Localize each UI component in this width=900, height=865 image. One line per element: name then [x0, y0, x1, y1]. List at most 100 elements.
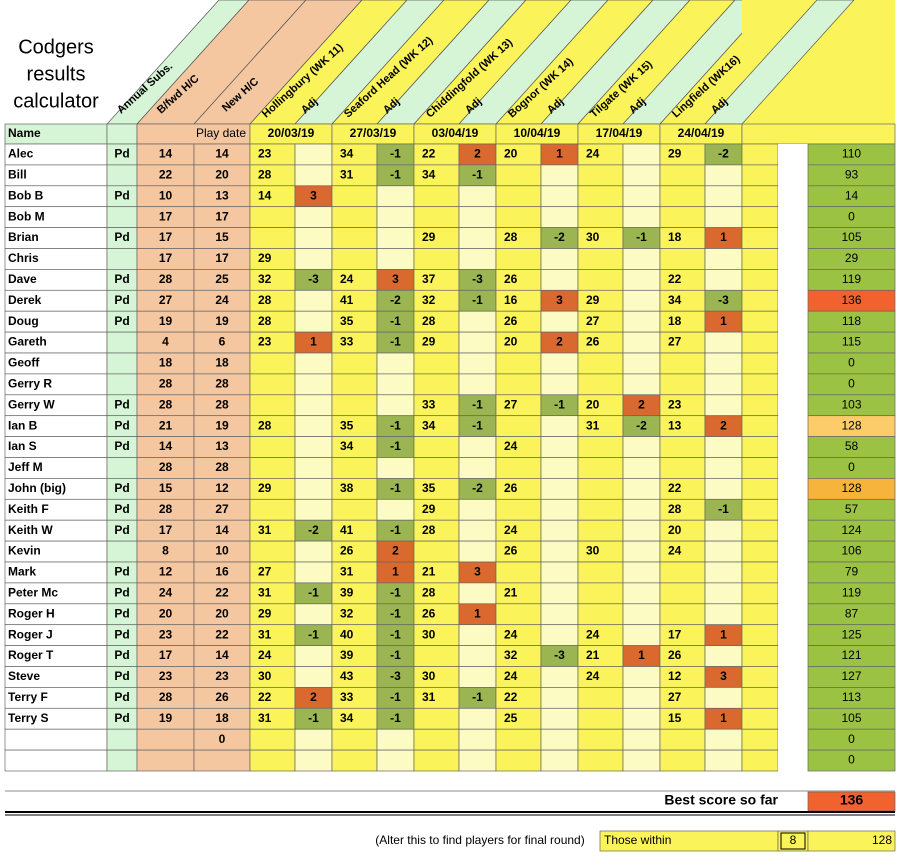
row-score-cell[interactable]	[249, 519, 296, 542]
row-adj-cell[interactable]	[540, 436, 579, 458]
row-score-cell[interactable]	[659, 436, 706, 458]
row-score-cell[interactable]	[577, 519, 624, 542]
row-score-cell[interactable]	[249, 143, 296, 166]
row-filler-cell[interactable]	[741, 331, 779, 354]
row-score-cell[interactable]	[495, 749, 542, 772]
row-pd-cell[interactable]	[106, 749, 138, 772]
row-adj-cell[interactable]	[458, 707, 497, 730]
row-adj-cell[interactable]	[622, 603, 661, 626]
row-score-cell[interactable]	[331, 248, 378, 270]
row-adj-cell[interactable]	[622, 457, 661, 479]
row-bfwd-cell[interactable]	[136, 749, 195, 772]
row-score-cell[interactable]	[331, 457, 378, 479]
row-adj-cell[interactable]	[704, 561, 743, 584]
row-score-cell[interactable]	[659, 185, 706, 208]
row-adj-cell[interactable]	[458, 331, 497, 354]
row-adj-cell[interactable]	[704, 206, 743, 228]
row-score-cell[interactable]	[495, 143, 542, 166]
row-score-cell[interactable]	[659, 582, 706, 605]
row-adj-cell[interactable]	[622, 687, 661, 709]
row-adj-cell[interactable]	[540, 310, 579, 333]
row-adj-cell[interactable]	[458, 645, 497, 667]
row-score-cell[interactable]	[577, 645, 624, 667]
row-adj-cell[interactable]	[540, 749, 579, 772]
row-adj-cell[interactable]	[294, 666, 333, 688]
row-adj-cell[interactable]	[540, 561, 579, 584]
row-score-cell[interactable]	[495, 519, 542, 542]
row-score-cell[interactable]	[249, 728, 296, 751]
row-filler-cell[interactable]	[741, 436, 779, 458]
row-adj-cell[interactable]	[540, 415, 579, 437]
row-score-cell[interactable]	[577, 310, 624, 333]
row-adj-cell[interactable]	[294, 498, 333, 521]
row-adj-cell[interactable]	[294, 415, 333, 437]
row-adj-cell[interactable]	[376, 749, 415, 772]
row-pd-cell[interactable]	[106, 248, 138, 270]
row-adj-cell[interactable]	[376, 373, 415, 396]
row-score-cell[interactable]	[659, 498, 706, 521]
row-adj-cell[interactable]	[540, 457, 579, 479]
row-score-cell[interactable]	[249, 666, 296, 688]
row-score-cell[interactable]	[331, 582, 378, 605]
row-score-cell[interactable]	[495, 582, 542, 605]
row-score-cell[interactable]	[249, 707, 296, 730]
row-score-cell[interactable]	[249, 206, 296, 228]
row-score-cell[interactable]	[249, 457, 296, 479]
row-score-cell[interactable]	[331, 269, 378, 291]
row-score-cell[interactable]	[331, 436, 378, 458]
row-adj-cell[interactable]	[294, 561, 333, 584]
row-adj-cell[interactable]	[458, 624, 497, 646]
row-adj-cell[interactable]	[458, 540, 497, 563]
those-within-input[interactable]	[780, 832, 806, 850]
row-score-cell[interactable]	[495, 373, 542, 396]
row-filler-cell[interactable]	[741, 143, 779, 166]
row-score-cell[interactable]	[577, 728, 624, 751]
row-score-cell[interactable]	[413, 666, 460, 688]
row-adj-cell[interactable]	[704, 749, 743, 772]
row-adj-cell[interactable]	[622, 749, 661, 772]
row-score-cell[interactable]	[659, 707, 706, 730]
row-score-cell[interactable]	[659, 248, 706, 270]
row-score-cell[interactable]	[495, 352, 542, 375]
row-filler-cell[interactable]	[741, 457, 779, 479]
row-score-cell[interactable]	[659, 561, 706, 584]
row-score-cell[interactable]	[495, 478, 542, 500]
row-score-cell[interactable]	[495, 687, 542, 709]
row-adj-cell[interactable]	[704, 540, 743, 563]
row-score-cell[interactable]	[659, 519, 706, 542]
row-filler-cell[interactable]	[741, 540, 779, 563]
row-score-cell[interactable]	[659, 206, 706, 228]
row-filler-cell[interactable]	[741, 269, 779, 291]
row-score-cell[interactable]	[577, 666, 624, 688]
row-score-cell[interactable]	[577, 436, 624, 458]
row-adj-cell[interactable]	[540, 478, 579, 500]
row-score-cell[interactable]	[331, 603, 378, 626]
row-score-cell[interactable]	[413, 457, 460, 479]
row-score-cell[interactable]	[577, 540, 624, 563]
row-adj-cell[interactable]	[294, 227, 333, 249]
row-adj-cell[interactable]	[458, 352, 497, 375]
row-score-cell[interactable]	[413, 248, 460, 270]
row-filler-cell[interactable]	[741, 206, 779, 228]
row-score-cell[interactable]	[413, 582, 460, 605]
row-adj-cell[interactable]	[458, 728, 497, 751]
row-score-cell[interactable]	[659, 478, 706, 500]
row-score-cell[interactable]	[331, 227, 378, 249]
row-filler-cell[interactable]	[741, 707, 779, 730]
row-score-cell[interactable]	[249, 227, 296, 249]
row-score-cell[interactable]	[331, 749, 378, 772]
row-new-hc-cell[interactable]	[193, 749, 251, 772]
row-pd-cell[interactable]	[106, 373, 138, 396]
row-adj-cell[interactable]	[294, 352, 333, 375]
row-score-cell[interactable]	[659, 687, 706, 709]
row-adj-cell[interactable]	[376, 352, 415, 375]
row-score-cell[interactable]	[413, 164, 460, 187]
row-score-cell[interactable]	[249, 269, 296, 291]
row-score-cell[interactable]	[413, 624, 460, 646]
row-adj-cell[interactable]	[458, 666, 497, 688]
row-score-cell[interactable]	[577, 289, 624, 312]
row-score-cell[interactable]	[331, 394, 378, 417]
row-adj-cell[interactable]	[704, 645, 743, 667]
row-score-cell[interactable]	[331, 645, 378, 667]
row-adj-cell[interactable]	[622, 248, 661, 270]
